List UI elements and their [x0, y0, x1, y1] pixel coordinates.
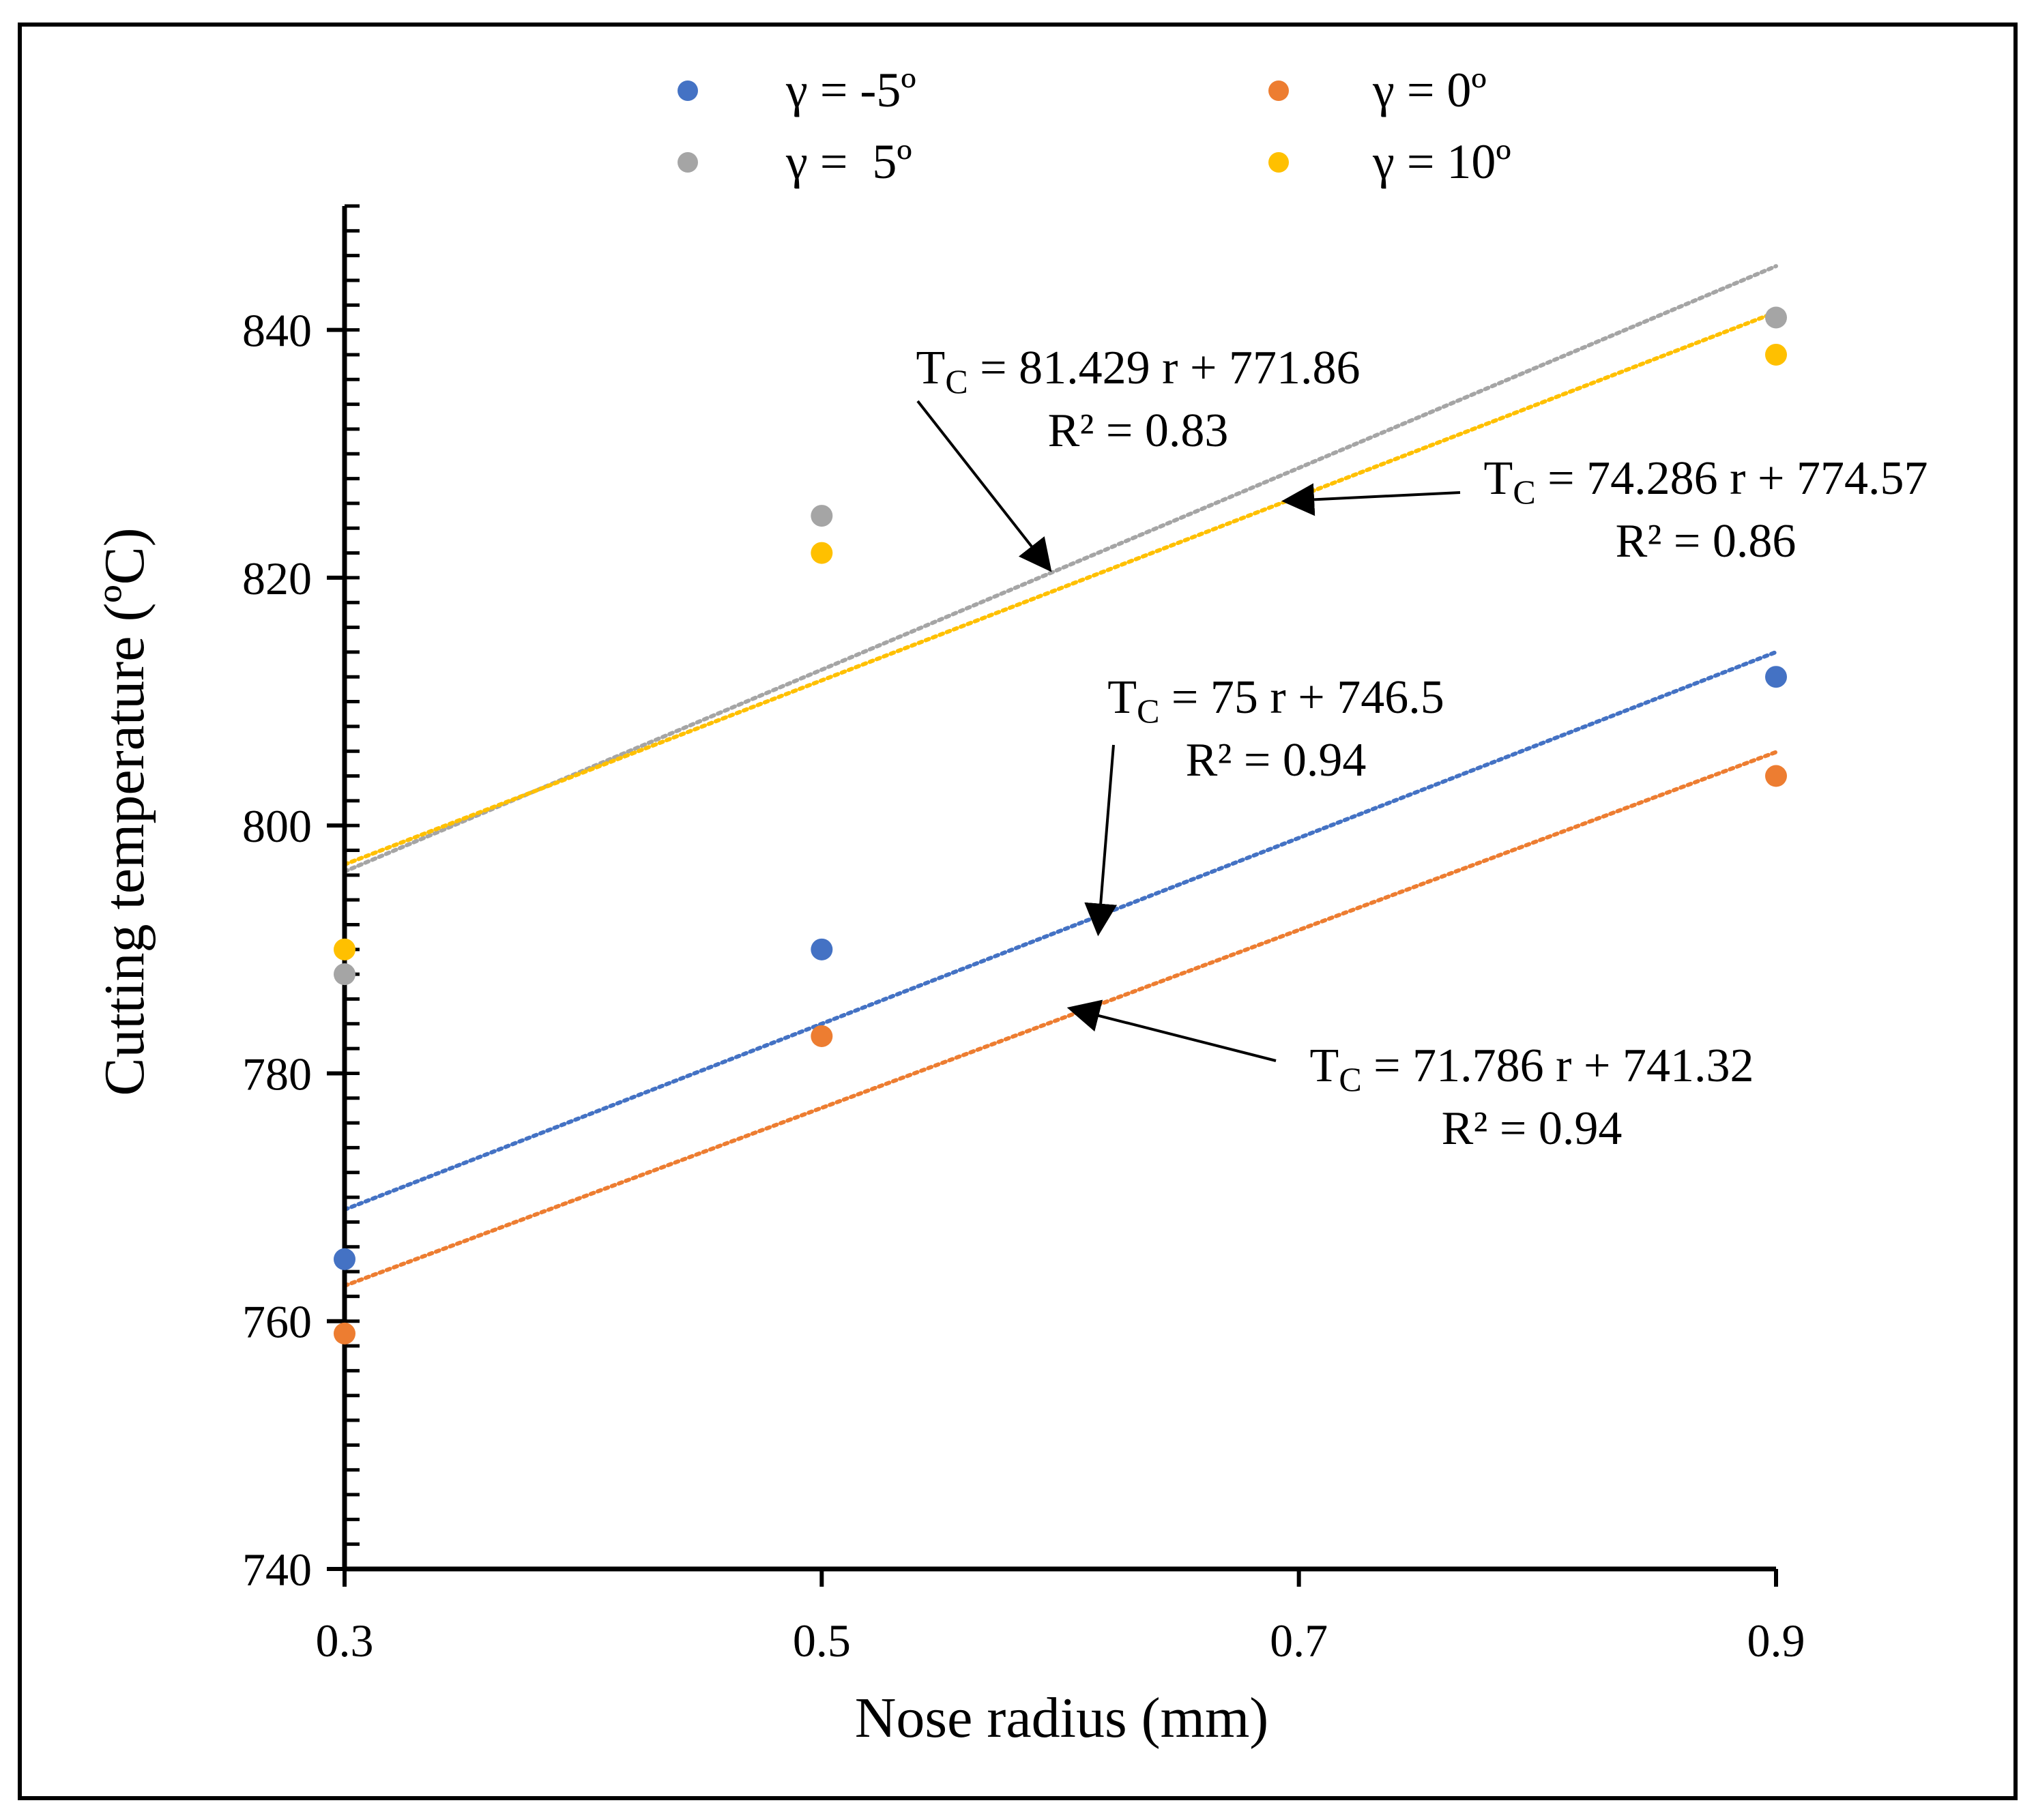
legend: γ = -5º γ = 0º γ = 5º γ = 10º	[678, 63, 1511, 189]
data-point-series-0	[811, 938, 833, 960]
annotation-arrow	[1066, 999, 1277, 1062]
legend-marker-gamma-5	[678, 152, 698, 173]
trendline-equation: TC = 81.429 r + 771.86	[916, 342, 1361, 400]
y-tick-label: 780	[242, 1048, 312, 1100]
y-tick-label: 840	[242, 305, 312, 357]
trendline-series-1	[343, 750, 1778, 1288]
y-tick-label: 820	[242, 553, 312, 604]
trendline-equation: TC = 71.786 r + 741.32	[1310, 1040, 1754, 1098]
data-point-series-1	[811, 1025, 833, 1047]
legend-marker-gamma-10	[1268, 152, 1289, 173]
data-point-series-1	[334, 1322, 355, 1345]
trendline-equation: TC = 74.286 r + 774.57	[1484, 452, 1928, 511]
legend-label-gamma-10: γ = 10º	[1372, 134, 1511, 189]
data-point-series-3	[1765, 343, 1787, 366]
annotation-arrow	[1281, 483, 1461, 516]
y-tick-label: 760	[242, 1296, 312, 1348]
annotation-arrow	[916, 400, 1052, 572]
axes: 740 760 780 800 820 840 0.3 0.5 0.7 0.9	[242, 204, 1805, 1667]
y-tick-label: 800	[242, 800, 312, 852]
trendline-equation: TC = 75 r + 746.5	[1107, 671, 1444, 730]
trendlines	[343, 264, 1778, 1288]
x-tick-label: 0.9	[1747, 1615, 1805, 1667]
y-axis-title: Cutting temperature (ºC)	[93, 527, 156, 1096]
annotation-arrow	[1084, 744, 1118, 937]
data-point-series-0	[1765, 666, 1787, 688]
legend-marker-gamma-minus5	[678, 80, 698, 101]
trendline-series-3	[343, 310, 1778, 867]
trendline-series-0	[343, 649, 1778, 1212]
legend-label-gamma-5: γ = 5º	[785, 134, 912, 189]
trendline-r-squared: R² = 0.86	[1616, 515, 1797, 568]
data-point-series-2	[334, 963, 355, 986]
data-point-series-0	[334, 1248, 355, 1270]
data-point-series-3	[811, 542, 833, 564]
trendline-r-squared: R² = 0.94	[1442, 1102, 1623, 1155]
y-tick-label: 740	[242, 1544, 312, 1596]
figure-frame	[18, 23, 2018, 1800]
x-axis-title: Nose radius (mm)	[855, 1686, 1269, 1750]
legend-label-gamma-minus5: γ = -5º	[785, 63, 916, 117]
x-tick-label: 0.3	[316, 1615, 374, 1667]
trendline-r-squared: R² = 0.94	[1186, 734, 1367, 787]
data-point-series-1	[1765, 765, 1787, 787]
data-point-series-2	[1765, 306, 1787, 329]
trendline-r-squared: R² = 0.83	[1048, 405, 1229, 457]
legend-label-gamma-0: γ = 0º	[1372, 63, 1487, 117]
x-tick-label: 0.5	[793, 1615, 851, 1667]
data-points	[334, 306, 1787, 1345]
legend-marker-gamma-0	[1268, 80, 1289, 101]
data-point-series-3	[334, 938, 355, 960]
data-point-series-2	[811, 505, 833, 527]
x-tick-label: 0.7	[1270, 1615, 1328, 1667]
